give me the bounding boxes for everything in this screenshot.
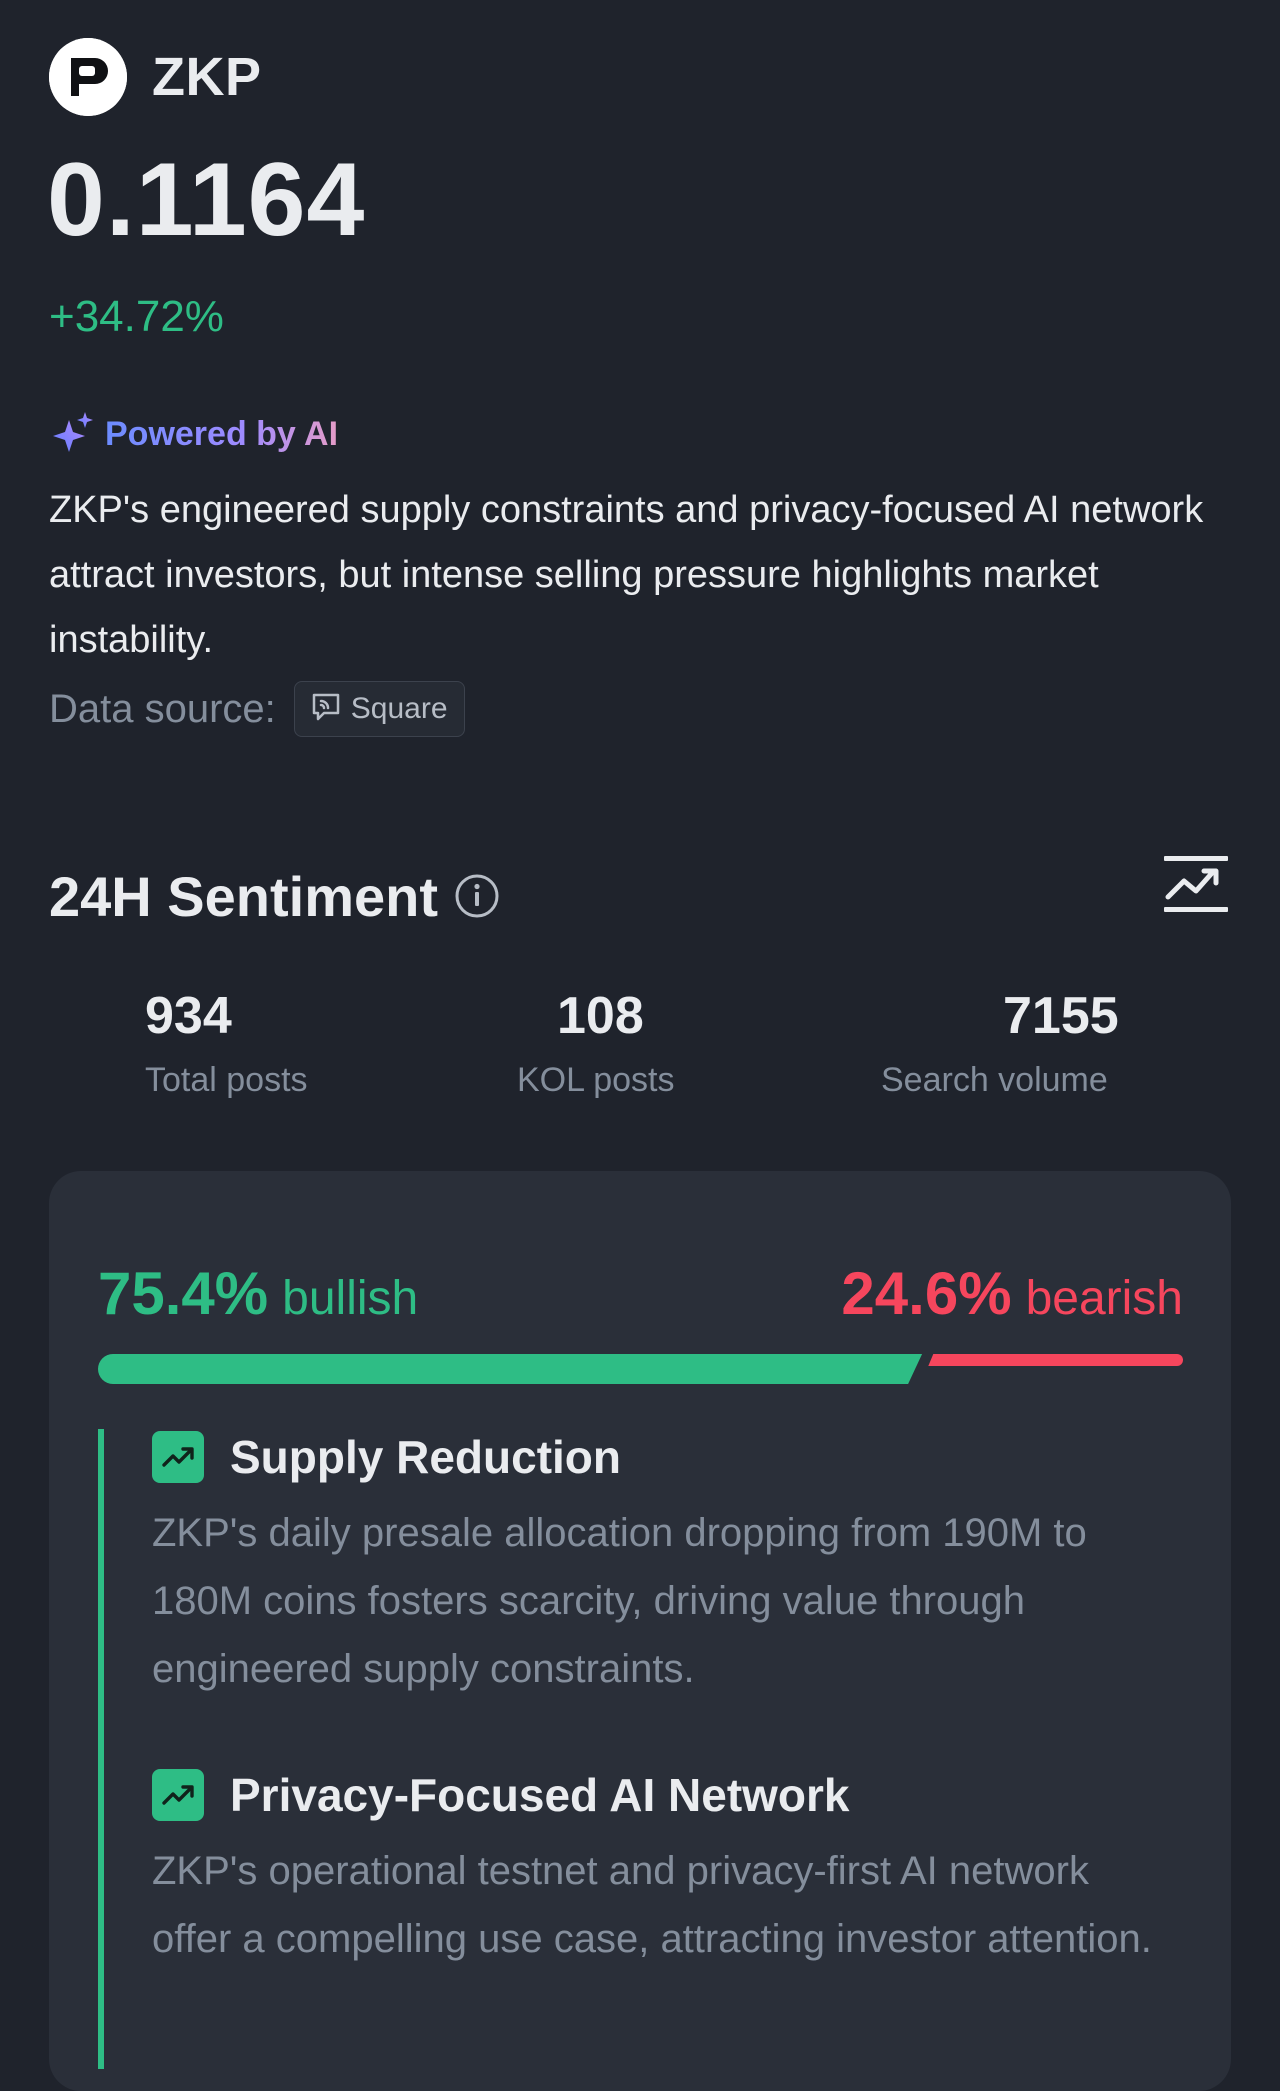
bullish-accent-line — [98, 1429, 104, 2069]
bullish-bar — [98, 1354, 923, 1384]
price-change: +34.72% — [49, 292, 224, 341]
sentiment-header: 24H Sentiment — [49, 862, 500, 930]
reason-description: ZKP's operational testnet and privacy-fi… — [152, 1849, 1152, 1961]
stat-label: Total posts — [145, 1061, 308, 1099]
coin-header: ZKP — [49, 38, 262, 116]
trend-up-icon — [152, 1769, 204, 1821]
ai-label-text: Powered by AI — [105, 414, 339, 453]
trend-up-icon — [152, 1431, 204, 1483]
sentiment-ratio: 75.4% bullish 24.6% bearish — [98, 1259, 1183, 1329]
stat-value: 7155 — [1003, 987, 1119, 1045]
sentiment-card: 75.4% bullish 24.6% bearish — [49, 1171, 1231, 2091]
reason-description: ZKP's daily presale allocation dropping … — [152, 1511, 1087, 1691]
stat-total-posts: 934 Total posts — [145, 985, 308, 1101]
reason-header: Supply Reduction — [152, 1429, 1172, 1485]
reason-title: Privacy-Focused AI Network — [230, 1769, 850, 1821]
bearish-bar — [928, 1354, 1183, 1366]
stat-kol-posts: 108 KOL posts — [517, 985, 674, 1101]
bullish-percent: 75.4% — [98, 1260, 269, 1327]
square-feed-icon — [309, 690, 343, 729]
reason-item: Privacy-Focused AI Network ZKP's operati… — [152, 1767, 1172, 1973]
reason-item: Supply Reduction ZKP's daily presale all… — [152, 1429, 1172, 1703]
bearish-percent: 24.6% — [841, 1260, 1012, 1327]
bearish-label: bearish — [1025, 1272, 1183, 1325]
source-chip-label: Square — [350, 692, 448, 725]
bearish-ratio: 24.6% bearish — [841, 1259, 1183, 1328]
data-source-label: Data source: — [49, 686, 276, 731]
zkp-logo — [49, 38, 127, 116]
trend-chart-icon[interactable] — [1161, 852, 1231, 916]
sentiment-title: 24H Sentiment — [49, 864, 438, 928]
coin-price: 0.1164 — [47, 142, 366, 258]
data-source-row: Data source: Square — [49, 680, 465, 738]
reason-header: Privacy-Focused AI Network — [152, 1767, 1172, 1823]
stat-search-volume: 7155 Search volume — [881, 985, 1119, 1101]
sentiment-stats: 934 Total posts 108 KOL posts 7155 Searc… — [49, 985, 1231, 1115]
bullish-label: bullish — [282, 1272, 419, 1325]
sentiment-bar — [98, 1354, 1183, 1384]
sparkle-icon — [51, 410, 95, 459]
stat-label: KOL posts — [517, 1061, 675, 1099]
reason-title: Supply Reduction — [230, 1431, 621, 1483]
coin-symbol: ZKP — [152, 47, 262, 107]
ai-summary: ZKP's engineered supply constraints and … — [49, 489, 1204, 661]
stat-value: 108 — [557, 987, 644, 1045]
source-chip-square[interactable]: Square — [293, 681, 465, 737]
ai-powered-label: Powered by AI — [51, 410, 338, 458]
info-icon[interactable] — [454, 873, 500, 919]
stat-label: Search volume — [881, 1061, 1108, 1099]
stat-value: 934 — [145, 987, 232, 1045]
bullish-ratio: 75.4% bullish — [98, 1259, 418, 1328]
